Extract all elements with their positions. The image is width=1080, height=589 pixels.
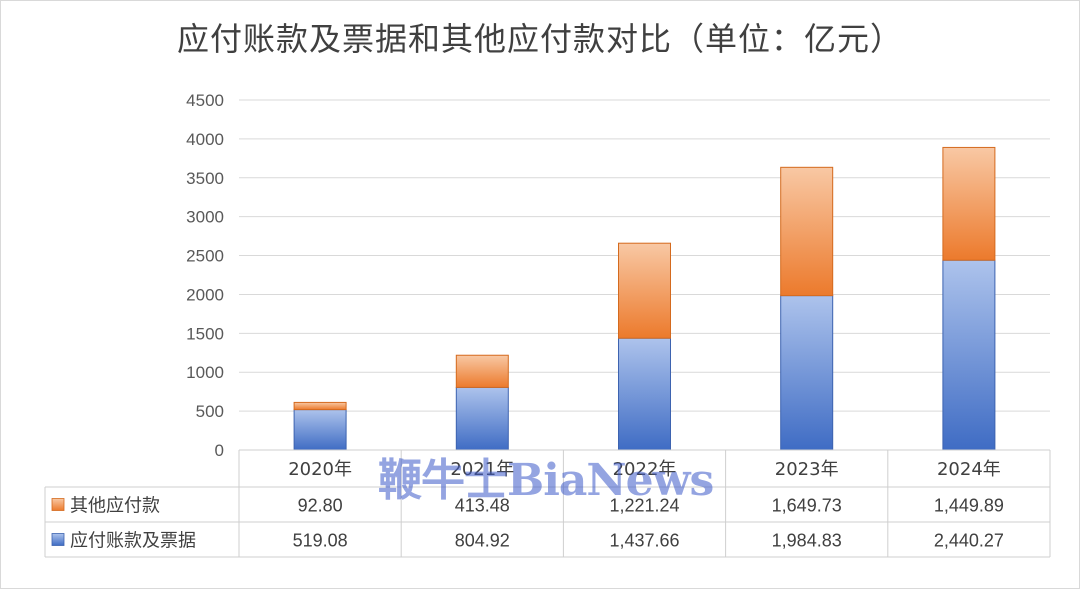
y-tick-label: 3500 xyxy=(186,169,224,188)
bar-accounts-payable xyxy=(293,409,347,451)
bar-other-payables xyxy=(455,354,509,388)
bar-other-payables xyxy=(293,401,347,411)
legend-swatch xyxy=(51,533,65,546)
y-tick-label: 500 xyxy=(196,402,224,421)
series-name: 其他应付款 xyxy=(70,496,160,517)
bar-other-payables xyxy=(942,146,996,261)
data-label: 1,449.89 xyxy=(934,496,1004,516)
bar-accounts-payable xyxy=(618,337,671,451)
data-label: 519.08 xyxy=(293,531,348,551)
y-tick-label: 1500 xyxy=(186,324,224,343)
bar-accounts-payable xyxy=(455,386,509,451)
bar-other-payables xyxy=(780,166,834,297)
bar-accounts-payable xyxy=(780,295,834,451)
y-tick-label: 3000 xyxy=(186,208,224,227)
y-tick-label: 2000 xyxy=(186,285,224,304)
data-label: 1,984.83 xyxy=(772,531,842,551)
bar-other-payables xyxy=(618,242,671,339)
data-label: 804.92 xyxy=(455,531,510,551)
data-label: 2,440.27 xyxy=(934,531,1004,551)
y-tick-label: 1000 xyxy=(186,363,224,382)
y-tick-label: 2500 xyxy=(186,247,224,266)
data-label: 1,437.66 xyxy=(609,531,679,551)
bar-accounts-payable xyxy=(942,259,996,451)
y-tick-label: 4000 xyxy=(186,130,224,149)
data-label: 92.80 xyxy=(298,496,343,516)
series-name: 应付账款及票据 xyxy=(70,531,196,552)
data-label: 1,221.24 xyxy=(609,496,679,516)
category-label: 2024年 xyxy=(937,459,1001,480)
category-label: 2023年 xyxy=(775,459,839,480)
category-label: 2021年 xyxy=(450,459,514,480)
category-label: 2020年 xyxy=(288,459,352,480)
y-tick-label: 0 xyxy=(215,441,224,460)
data-label: 1,649.73 xyxy=(772,496,842,516)
y-tick-label: 4500 xyxy=(186,91,224,110)
watermark: 鞭牛士BiaNews xyxy=(378,455,714,506)
legend-swatch xyxy=(51,498,65,511)
category-label: 2022年 xyxy=(613,459,677,480)
chart-title: 应付账款及票据和其他应付款对比（单位：亿元） xyxy=(176,20,903,58)
data-label: 413.48 xyxy=(455,496,510,516)
